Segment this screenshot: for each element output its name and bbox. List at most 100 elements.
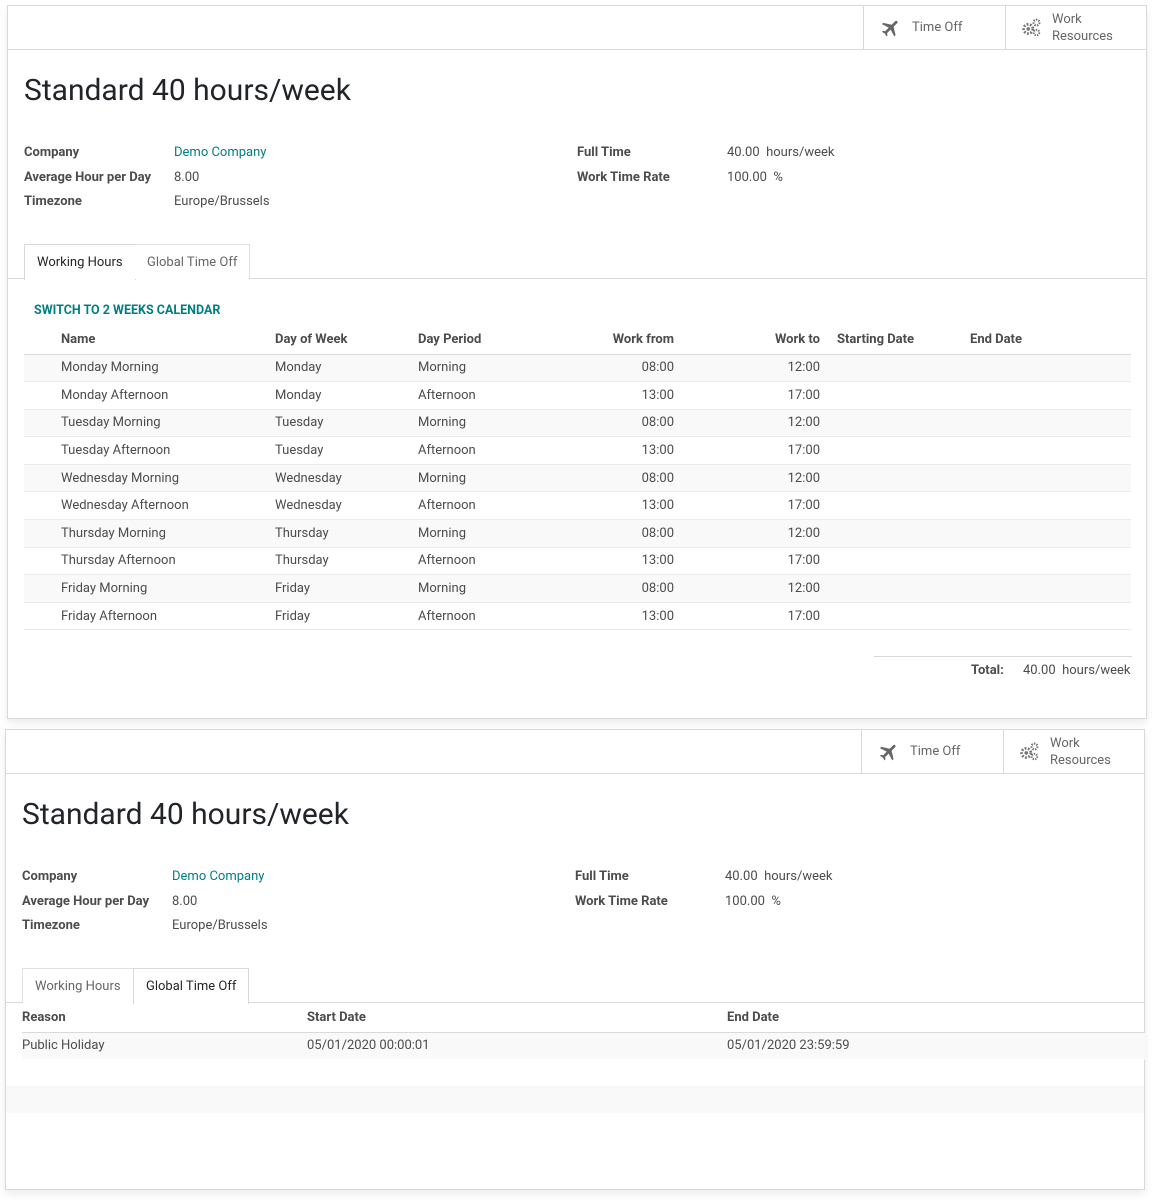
table-row[interactable]: Public Holiday 05/01/2020 00:00:01 05/01/2… xyxy=(22,1032,1145,1061)
full-time-label: Full Time xyxy=(575,869,629,884)
cell-reason: Public Holiday xyxy=(22,1032,307,1061)
col-starting-date[interactable]: Starting Date xyxy=(820,326,970,355)
col-name[interactable]: Name xyxy=(61,326,275,355)
cell-name: Thursday Afternoon xyxy=(61,547,275,576)
cell-starting-date xyxy=(820,547,970,576)
table-row[interactable]: Friday Afternoon Friday Afternoon 13:00 17:0… xyxy=(24,602,1131,631)
work-time-rate-label: Work Time Rate xyxy=(575,894,668,909)
cell-name: Thursday Morning xyxy=(61,519,275,548)
cell-work-from: 08:00 xyxy=(568,409,674,438)
switch-two-weeks-link[interactable]: SWITCH TO 2 WEEKS CALENDAR xyxy=(34,303,221,318)
cell-day-of-week: Friday xyxy=(275,602,418,631)
avg-hour-value[interactable]: 8.00 xyxy=(172,894,198,909)
col-end-date[interactable]: End Date xyxy=(727,1004,1145,1033)
cell-name: Friday Morning xyxy=(61,574,275,603)
cell-work-to: 12:00 xyxy=(674,519,820,548)
cell-day-period: Morning xyxy=(418,464,568,493)
table-row[interactable]: Monday Afternoon Monday Afternoon 13:00 17:0… xyxy=(24,381,1131,410)
cell-name: Tuesday Morning xyxy=(61,409,275,438)
empty-row xyxy=(6,1086,1144,1113)
col-work-from[interactable]: Work from xyxy=(568,326,674,355)
tab-global-time-off[interactable]: Global Time Off xyxy=(135,244,251,279)
cell-end-date: 05/01/2020 23:59:59 xyxy=(727,1032,1145,1061)
company-link[interactable]: Demo Company xyxy=(174,145,267,160)
cell-day-of-week: Wednesday xyxy=(275,464,418,493)
cell-start-date: 05/01/2020 00:00:01 xyxy=(307,1032,727,1061)
cell-day-period: Afternoon xyxy=(418,381,568,410)
table-row[interactable]: Tuesday Afternoon Tuesday Afternoon 13:00 17… xyxy=(24,436,1131,465)
work-resources-button[interactable]: Work Resources xyxy=(1005,6,1147,49)
cell-day-period: Afternoon xyxy=(418,436,568,465)
cell-work-to: 17:00 xyxy=(674,381,820,410)
cell-work-from: 13:00 xyxy=(568,602,674,631)
cell-starting-date xyxy=(820,436,970,465)
cell-day-period: Afternoon xyxy=(418,602,568,631)
cell-end-date xyxy=(970,464,1131,493)
cell-day-of-week: Monday xyxy=(275,354,418,383)
time-off-button[interactable]: Time Off xyxy=(863,6,1005,49)
table-row[interactable]: Wednesday Afternoon Wednesday Afternoon 13:… xyxy=(24,491,1131,521)
calendar-name[interactable]: Standard 40 hours/week xyxy=(24,73,351,108)
full-time-value[interactable]: 40.00 hours/week xyxy=(727,145,835,160)
gears-icon xyxy=(1022,17,1041,36)
plane-icon xyxy=(881,20,898,36)
work-time-rate-label: Work Time Rate xyxy=(577,170,670,185)
cell-name: Monday Morning xyxy=(61,354,275,383)
avg-hour-label: Average Hour per Day xyxy=(22,894,150,909)
total-separator xyxy=(874,656,1132,657)
work-time-rate-value[interactable]: 100.00 % xyxy=(725,894,781,909)
notebook-tabs: Working Hours Global Time Off xyxy=(8,244,1146,280)
table-row[interactable]: Wednesday Morning Wednesday Morning 08:00 12… xyxy=(24,464,1131,493)
table-row[interactable]: Thursday Morning Thursday Morning 08:00 12:0… xyxy=(24,519,1131,548)
tab-working-hours[interactable]: Working Hours xyxy=(24,244,136,280)
col-work-to[interactable]: Work to xyxy=(674,326,820,355)
cell-day-of-week: Tuesday xyxy=(275,409,418,438)
company-label: Company xyxy=(24,145,80,160)
cell-end-date xyxy=(970,574,1131,603)
tab-working-hours[interactable]: Working Hours xyxy=(22,968,134,1003)
plane-icon xyxy=(879,744,896,760)
button-box: Time Off Work Resources xyxy=(8,6,1146,50)
tab-global-time-off[interactable]: Global Time Off xyxy=(133,968,250,1004)
cell-end-date xyxy=(970,354,1131,383)
col-day-of-week[interactable]: Day of Week xyxy=(275,326,418,355)
avg-hour-value[interactable]: 8.00 xyxy=(174,170,200,185)
col-start-date[interactable]: Start Date xyxy=(307,1004,727,1033)
time-off-button[interactable]: Time Off xyxy=(861,730,1003,773)
cell-work-from: 13:00 xyxy=(568,547,674,576)
total-value: 40.00 hours/week xyxy=(1023,663,1131,678)
cell-starting-date xyxy=(820,381,970,410)
col-reason[interactable]: Reason xyxy=(22,1004,307,1033)
cell-end-date xyxy=(970,381,1131,410)
timezone-value[interactable]: Europe/Brussels xyxy=(172,918,268,933)
cell-name: Wednesday Afternoon xyxy=(61,491,275,521)
timezone-value[interactable]: Europe/Brussels xyxy=(174,194,270,209)
company-link[interactable]: Demo Company xyxy=(172,869,265,884)
cell-starting-date xyxy=(820,409,970,438)
work-time-rate-value[interactable]: 100.00 % xyxy=(727,170,783,185)
cell-work-from: 08:00 xyxy=(568,354,674,383)
cell-end-date xyxy=(970,602,1131,631)
full-time-value[interactable]: 40.00 hours/week xyxy=(725,869,833,884)
table-row[interactable]: Tuesday Morning Tuesday Morning 08:00 12:00 xyxy=(24,409,1131,438)
table-row[interactable]: Friday Morning Friday Morning 08:00 12:00 xyxy=(24,574,1131,603)
cell-starting-date xyxy=(820,574,970,603)
cell-name: Friday Afternoon xyxy=(61,602,275,631)
cell-work-to: 17:00 xyxy=(674,602,820,631)
gears-icon xyxy=(1020,741,1039,760)
cell-name: Monday Afternoon xyxy=(61,381,275,410)
work-resources-button[interactable]: Work Resources xyxy=(1003,730,1145,773)
calendar-name[interactable]: Standard 40 hours/week xyxy=(22,797,349,832)
cell-work-to: 17:00 xyxy=(674,547,820,576)
col-day-period[interactable]: Day Period xyxy=(418,326,568,355)
cell-work-from: 13:00 xyxy=(568,436,674,465)
cell-work-from: 13:00 xyxy=(568,491,674,521)
notebook-tabs: Working Hours Global Time Off xyxy=(6,968,1144,1004)
button-box: Time Off Work Resources xyxy=(6,730,1144,774)
col-end-date[interactable]: End Date xyxy=(970,326,1131,355)
table-row[interactable]: Monday Morning Monday Morning 08:00 12:00 xyxy=(24,354,1131,383)
time-off-label: Time Off xyxy=(910,744,961,759)
cell-starting-date xyxy=(820,491,970,521)
cell-starting-date xyxy=(820,464,970,493)
table-row[interactable]: Thursday Afternoon Thursday Afternoon 13:00… xyxy=(24,547,1131,576)
